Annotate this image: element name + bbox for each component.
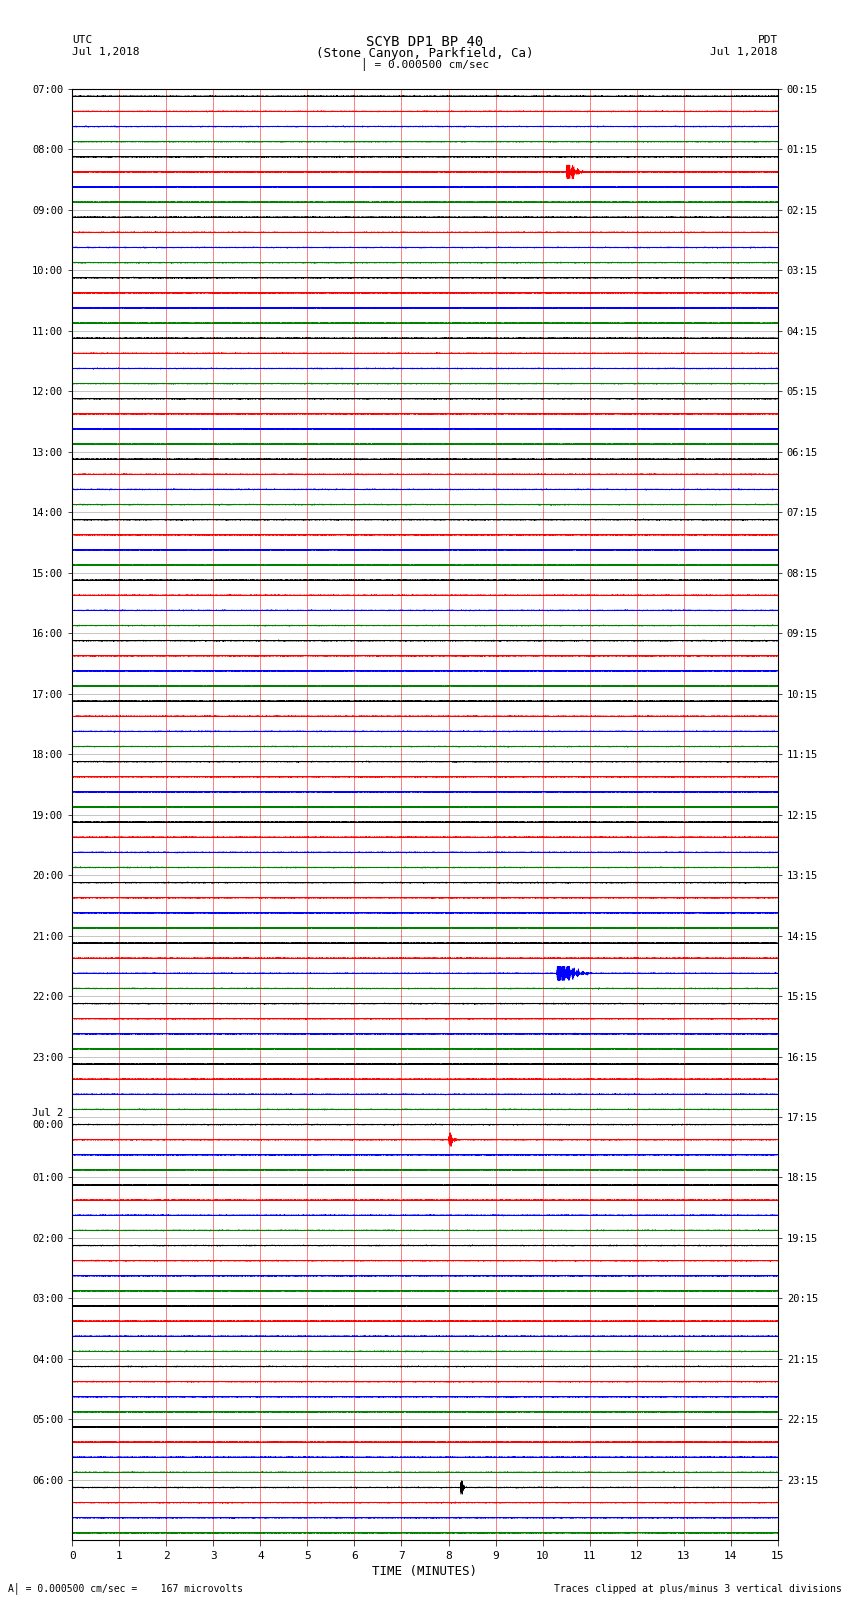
Text: (Stone Canyon, Parkfield, Ca): (Stone Canyon, Parkfield, Ca)	[316, 47, 534, 60]
Text: UTC: UTC	[72, 35, 93, 45]
Text: SCYB DP1 BP 40: SCYB DP1 BP 40	[366, 35, 484, 50]
Text: PDT: PDT	[757, 35, 778, 45]
Text: A│ = 0.000500 cm/sec =    167 microvolts: A│ = 0.000500 cm/sec = 167 microvolts	[8, 1582, 243, 1594]
X-axis label: TIME (MINUTES): TIME (MINUTES)	[372, 1565, 478, 1578]
Text: Jul 1,2018: Jul 1,2018	[72, 47, 139, 56]
Text: Traces clipped at plus/minus 3 vertical divisions: Traces clipped at plus/minus 3 vertical …	[553, 1584, 842, 1594]
Text: │ = 0.000500 cm/sec: │ = 0.000500 cm/sec	[361, 58, 489, 71]
Text: Jul 1,2018: Jul 1,2018	[711, 47, 778, 56]
